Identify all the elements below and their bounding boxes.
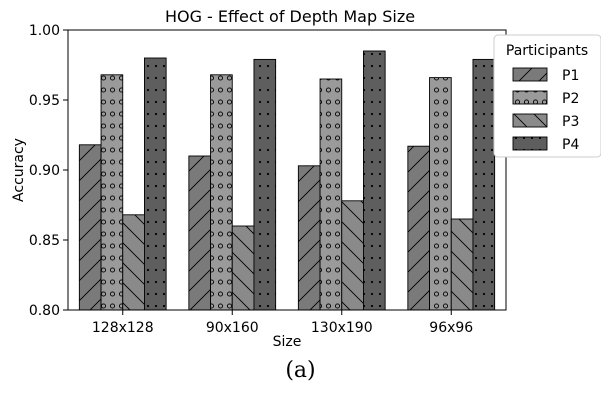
bar-p4-90x160 [253, 58, 277, 311]
legend-item-p4: P4 [512, 136, 579, 153]
bar-p4-130x190 [363, 50, 386, 311]
legend-label: P4 [562, 137, 579, 153]
bar-p2-128x128 [100, 74, 124, 311]
x-tick-label: 130x190 [311, 320, 373, 336]
bar-hatch [319, 78, 343, 311]
legend: Participants P1 P2 P3 P4 [493, 34, 601, 158]
bar-hatch [363, 50, 386, 311]
legend-item-p2: P2 [512, 90, 579, 107]
y-tick-label: 0.95 [29, 93, 60, 109]
legend-swatch [512, 67, 548, 82]
bar-hatch [472, 58, 496, 311]
bar-p4-128x128 [143, 57, 167, 311]
y-axis: 0.80 0.85 0.90 0.95 1.00 [29, 23, 68, 319]
x-tick-label: 90x160 [206, 320, 259, 336]
bar-p3-96x96 [450, 218, 474, 311]
y-tick-label: 0.90 [29, 163, 60, 179]
legend-swatch [512, 136, 548, 151]
bar-hatch [78, 144, 102, 311]
legend-swatch [512, 113, 548, 128]
bar-hatch [253, 58, 277, 311]
y-tick-label: 0.85 [29, 233, 60, 249]
bar-p1-96x96 [407, 145, 431, 311]
legend-label: P1 [562, 68, 579, 84]
x-tick-label: 96x96 [429, 320, 473, 336]
y-tick-label: 0.80 [29, 303, 60, 319]
bars-layer [78, 50, 496, 311]
bar-p3-90x160 [231, 225, 255, 311]
legend-label: P3 [562, 114, 579, 130]
x-axis-label: Size [273, 334, 302, 350]
x-tick-label: 128x128 [92, 320, 154, 336]
bar-p1-90x160 [188, 155, 212, 311]
bar-hatch [231, 225, 255, 311]
bar-hatch [297, 165, 321, 311]
legend-swatch [512, 90, 548, 105]
x-axis: 128x128 90x160 130x190 96x96 [92, 310, 473, 336]
bar-p1-128x128 [78, 144, 102, 311]
legend-item-p1: P1 [512, 67, 579, 84]
bar-p1-130x190 [297, 165, 321, 311]
bar-hatch [407, 145, 431, 311]
legend-label: P2 [562, 91, 579, 107]
bar-p2-130x190 [319, 78, 343, 311]
bar-hatch [341, 200, 364, 311]
y-tick-label: 1.00 [29, 23, 60, 39]
chart-title: HOG - Effect of Depth Map Size [165, 7, 415, 26]
bar-p2-96x96 [429, 77, 452, 311]
bar-p3-130x190 [341, 200, 364, 311]
figure-caption: (a) [285, 358, 316, 383]
legend-items: P1 P2 P3 P4 [512, 67, 579, 153]
legend-item-p3: P3 [512, 113, 579, 130]
y-axis-label: Accuracy [11, 138, 27, 202]
bar-hatch [122, 214, 145, 311]
bar-hatch [429, 77, 452, 311]
bar-hatch [210, 74, 233, 311]
bar-p2-90x160 [210, 74, 233, 311]
bar-hatch [100, 74, 124, 311]
bar-hatch [188, 155, 212, 311]
legend-title: Participants [506, 43, 588, 59]
bar-hatch [143, 57, 167, 311]
bar-p3-128x128 [122, 214, 145, 311]
bar-hatch [450, 218, 474, 311]
bar-p4-96x96 [472, 58, 496, 311]
